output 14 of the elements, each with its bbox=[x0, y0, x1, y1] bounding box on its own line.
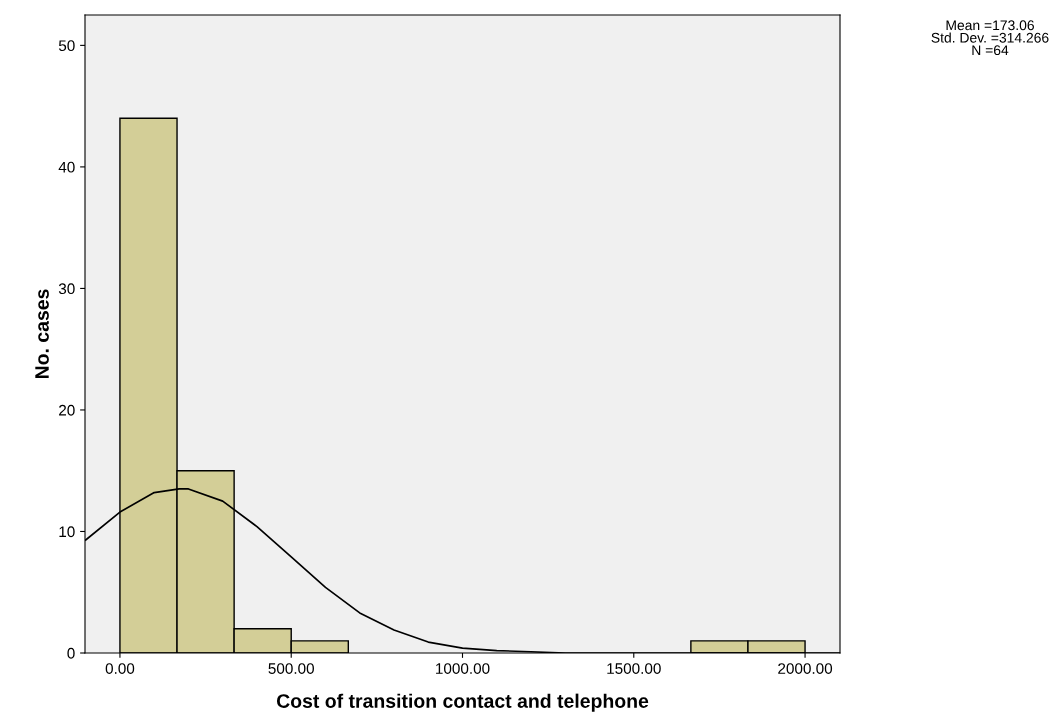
x-tick-label: 0.00 bbox=[105, 663, 135, 674]
y-tick-label: 50 bbox=[58, 40, 75, 52]
y-axis-title: No. cases bbox=[35, 289, 49, 379]
y-tick-label: 40 bbox=[58, 161, 75, 173]
x-tick-label: 500.00 bbox=[268, 663, 314, 674]
y-tick-label: 0 bbox=[67, 647, 75, 659]
x-axis-title: Cost of transition contact and telephone bbox=[276, 693, 649, 712]
x-tick-label: 1000.00 bbox=[436, 663, 490, 674]
text: Mean =173.06 Std. Dev. =314.266 N =64 bbox=[931, 20, 1049, 56]
x-tick-label: 2000.00 bbox=[778, 663, 833, 674]
y-tick-label: 20 bbox=[59, 404, 75, 416]
x-tick-label: 1500.00 bbox=[607, 663, 661, 674]
y-tick-label: 30 bbox=[58, 283, 75, 295]
y-tick-label: 10 bbox=[59, 526, 75, 538]
